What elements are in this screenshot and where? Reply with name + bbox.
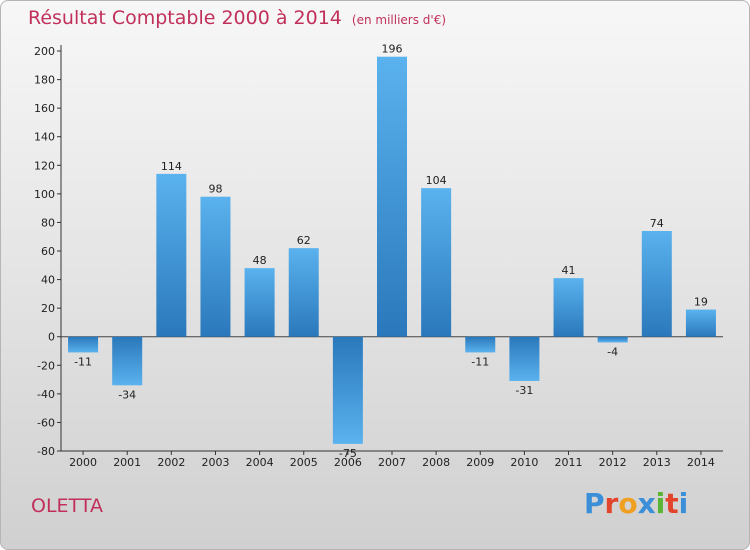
y-tick-label: 0 [48, 331, 55, 344]
bar [641, 231, 672, 337]
x-tick-label: 2003 [201, 456, 229, 469]
y-tick-label: 80 [41, 216, 55, 229]
data-label: -34 [118, 388, 136, 401]
y-tick-label: 200 [34, 45, 55, 58]
logo-letter: o [618, 487, 638, 520]
logo-letter: t [665, 487, 679, 520]
y-tick-label: 60 [41, 245, 55, 258]
data-label: -4 [607, 345, 618, 358]
x-tick-label: 2002 [157, 456, 185, 469]
x-tick-label: 2004 [246, 456, 274, 469]
unit-text: (en milliers d'€) [351, 13, 447, 27]
y-tick-label: 160 [34, 102, 55, 115]
data-label: 41 [562, 264, 576, 277]
data-label: -11 [74, 355, 92, 368]
x-tick-label: 2012 [599, 456, 627, 469]
logo-letter: r [604, 487, 619, 520]
x-tick-label: 2010 [510, 456, 538, 469]
bar [597, 336, 628, 343]
y-tick-label: -40 [37, 388, 55, 401]
place-name: OLETTA [31, 495, 103, 517]
x-tick-label: 2000 [69, 456, 97, 469]
bar [685, 309, 716, 337]
y-tick-label: -60 [37, 416, 55, 429]
bar [68, 336, 99, 353]
x-tick-label: 2001 [113, 456, 141, 469]
data-label: 48 [253, 254, 267, 267]
x-tick-label: 2013 [643, 456, 671, 469]
bar [288, 248, 319, 337]
y-tick-label: -80 [37, 445, 55, 458]
bar [553, 278, 584, 337]
bar [465, 336, 496, 353]
y-tick-label: 100 [34, 188, 55, 201]
logo-letter: x [637, 487, 656, 520]
bar [244, 268, 275, 337]
bar [156, 173, 187, 337]
bar [200, 196, 231, 337]
data-label: 196 [382, 43, 403, 56]
chart-title: Résultat Comptable 2000 à 2014 (en millie… [28, 7, 446, 29]
y-tick-label: 180 [34, 74, 55, 87]
x-tick-label: 2009 [466, 456, 494, 469]
data-label: 62 [297, 234, 311, 247]
data-label: -11 [471, 355, 489, 368]
x-tick-label: 2005 [290, 456, 318, 469]
bar [509, 336, 540, 381]
data-label: 74 [650, 217, 664, 230]
data-label: 98 [208, 183, 222, 196]
logo-letter: P [584, 487, 605, 520]
y-tick-label: 120 [34, 159, 55, 172]
logo-letter: i [655, 487, 666, 520]
x-tick-label: 2008 [422, 456, 450, 469]
y-tick-label: 40 [41, 274, 55, 287]
x-tick-label: 2006 [334, 456, 362, 469]
data-label: 19 [694, 296, 708, 309]
data-label: -31 [515, 384, 533, 397]
y-tick-label: 20 [41, 302, 55, 315]
bar [377, 56, 407, 337]
bar [112, 336, 143, 386]
x-tick-label: 2011 [555, 456, 583, 469]
y-tick-label: -20 [37, 359, 55, 372]
data-label: 104 [426, 174, 447, 187]
x-tick-label: 2007 [378, 456, 406, 469]
proxiti-logo: Proxiti [584, 487, 688, 520]
data-label: 114 [161, 160, 182, 173]
bar [421, 188, 452, 337]
logo-letter: i [678, 487, 689, 520]
title-text: Résultat Comptable 2000 à 2014 [28, 7, 342, 29]
y-tick-label: 140 [34, 131, 55, 144]
bar [332, 336, 363, 444]
x-tick-label: 2014 [687, 456, 715, 469]
